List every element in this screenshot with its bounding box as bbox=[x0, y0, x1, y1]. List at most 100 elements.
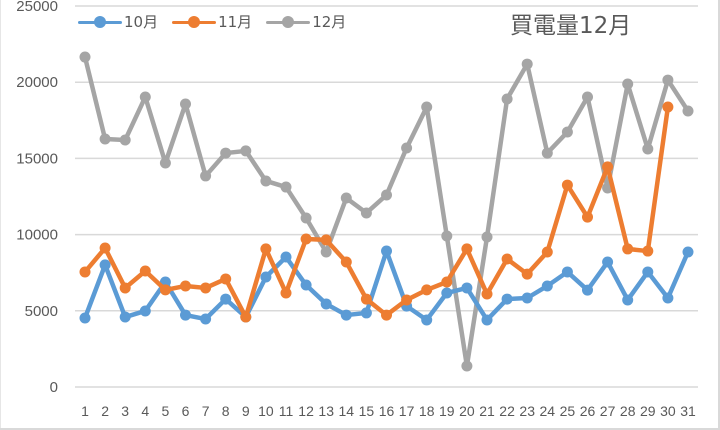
data-point[interactable] bbox=[240, 145, 252, 157]
data-point[interactable] bbox=[682, 105, 694, 117]
legend-item-dec[interactable]: 12月 bbox=[266, 11, 346, 32]
data-point[interactable] bbox=[541, 246, 553, 258]
data-point[interactable] bbox=[79, 51, 91, 63]
data-point[interactable] bbox=[401, 294, 413, 306]
data-point[interactable] bbox=[602, 256, 614, 268]
data-point[interactable] bbox=[240, 311, 252, 323]
data-point[interactable] bbox=[642, 266, 654, 278]
data-point[interactable] bbox=[642, 143, 654, 155]
data-point[interactable] bbox=[200, 282, 212, 294]
data-point[interactable] bbox=[300, 212, 312, 224]
data-point[interactable] bbox=[180, 98, 191, 110]
data-point[interactable] bbox=[461, 243, 473, 255]
data-point[interactable] bbox=[622, 78, 634, 90]
data-point[interactable] bbox=[662, 292, 674, 304]
data-point[interactable] bbox=[622, 294, 634, 306]
data-point[interactable] bbox=[642, 245, 654, 257]
data-point[interactable] bbox=[381, 309, 392, 321]
data-point[interactable] bbox=[481, 231, 493, 243]
data-point[interactable] bbox=[280, 181, 292, 193]
data-point[interactable] bbox=[662, 101, 674, 113]
data-point[interactable] bbox=[421, 284, 433, 296]
data-point[interactable] bbox=[582, 211, 593, 223]
data-point[interactable] bbox=[260, 243, 272, 255]
data-point[interactable] bbox=[220, 273, 232, 285]
legend-item-oct[interactable]: 10月 bbox=[78, 11, 158, 32]
data-point[interactable] bbox=[99, 259, 111, 271]
data-point[interactable] bbox=[561, 126, 573, 138]
data-point[interactable] bbox=[260, 175, 272, 187]
data-point[interactable] bbox=[200, 313, 212, 325]
data-point[interactable] bbox=[340, 192, 352, 204]
data-point[interactable] bbox=[360, 293, 372, 305]
data-point[interactable] bbox=[381, 189, 392, 201]
data-point[interactable] bbox=[501, 253, 513, 265]
data-point[interactable] bbox=[360, 207, 372, 219]
data-point[interactable] bbox=[521, 268, 533, 280]
x-tick-label: 13 bbox=[318, 403, 334, 419]
data-point[interactable] bbox=[622, 243, 634, 255]
data-point[interactable] bbox=[119, 282, 131, 294]
data-point[interactable] bbox=[421, 314, 433, 326]
data-point[interactable] bbox=[220, 147, 232, 159]
data-point[interactable] bbox=[200, 170, 212, 182]
x-tick-label: 6 bbox=[182, 403, 190, 419]
data-point[interactable] bbox=[180, 280, 191, 292]
data-point[interactable] bbox=[300, 233, 312, 245]
data-point[interactable] bbox=[360, 307, 372, 319]
data-point[interactable] bbox=[260, 271, 272, 283]
data-point[interactable] bbox=[320, 234, 332, 246]
series-lines bbox=[79, 51, 694, 372]
data-point[interactable] bbox=[99, 242, 111, 254]
data-point[interactable] bbox=[340, 309, 352, 321]
data-point[interactable] bbox=[561, 179, 573, 191]
data-point[interactable] bbox=[521, 292, 533, 304]
data-point[interactable] bbox=[280, 251, 292, 263]
data-point[interactable] bbox=[340, 256, 352, 268]
data-point[interactable] bbox=[541, 147, 553, 159]
data-point[interactable] bbox=[220, 293, 232, 305]
data-point[interactable] bbox=[280, 287, 292, 299]
series-nov bbox=[79, 101, 674, 323]
data-point[interactable] bbox=[320, 298, 332, 310]
data-point[interactable] bbox=[79, 312, 91, 324]
data-point[interactable] bbox=[180, 309, 191, 321]
legend-label: 10月 bbox=[124, 13, 159, 31]
data-point[interactable] bbox=[320, 246, 332, 258]
data-point[interactable] bbox=[159, 157, 171, 169]
x-tick-label: 28 bbox=[620, 403, 636, 419]
data-point[interactable] bbox=[441, 287, 453, 299]
data-point[interactable] bbox=[541, 280, 553, 292]
data-point[interactable] bbox=[582, 91, 593, 103]
data-point[interactable] bbox=[99, 133, 111, 145]
data-point[interactable] bbox=[119, 311, 131, 323]
data-point[interactable] bbox=[119, 134, 131, 146]
data-point[interactable] bbox=[300, 279, 312, 291]
data-point[interactable] bbox=[381, 245, 392, 257]
data-point[interactable] bbox=[139, 305, 151, 317]
y-tick-label: 25000 bbox=[16, 0, 58, 15]
data-point[interactable] bbox=[401, 142, 413, 154]
data-point[interactable] bbox=[481, 288, 493, 300]
data-point[interactable] bbox=[662, 74, 674, 86]
data-point[interactable] bbox=[582, 284, 593, 296]
data-point[interactable] bbox=[159, 284, 171, 296]
data-point[interactable] bbox=[421, 101, 433, 113]
legend-item-nov[interactable]: 11月 bbox=[172, 11, 252, 32]
data-point[interactable] bbox=[441, 230, 453, 242]
data-point[interactable] bbox=[461, 360, 473, 372]
data-point[interactable] bbox=[501, 293, 513, 305]
data-point[interactable] bbox=[501, 93, 513, 105]
data-point[interactable] bbox=[521, 58, 533, 70]
data-point[interactable] bbox=[139, 265, 151, 277]
data-point[interactable] bbox=[461, 282, 473, 294]
data-point[interactable] bbox=[561, 266, 573, 278]
data-point[interactable] bbox=[481, 314, 493, 326]
data-point[interactable] bbox=[602, 161, 614, 173]
data-point[interactable] bbox=[441, 276, 453, 288]
data-point[interactable] bbox=[682, 246, 694, 258]
data-point[interactable] bbox=[79, 266, 91, 278]
x-tick-label: 2 bbox=[101, 403, 109, 419]
data-point[interactable] bbox=[139, 91, 151, 103]
